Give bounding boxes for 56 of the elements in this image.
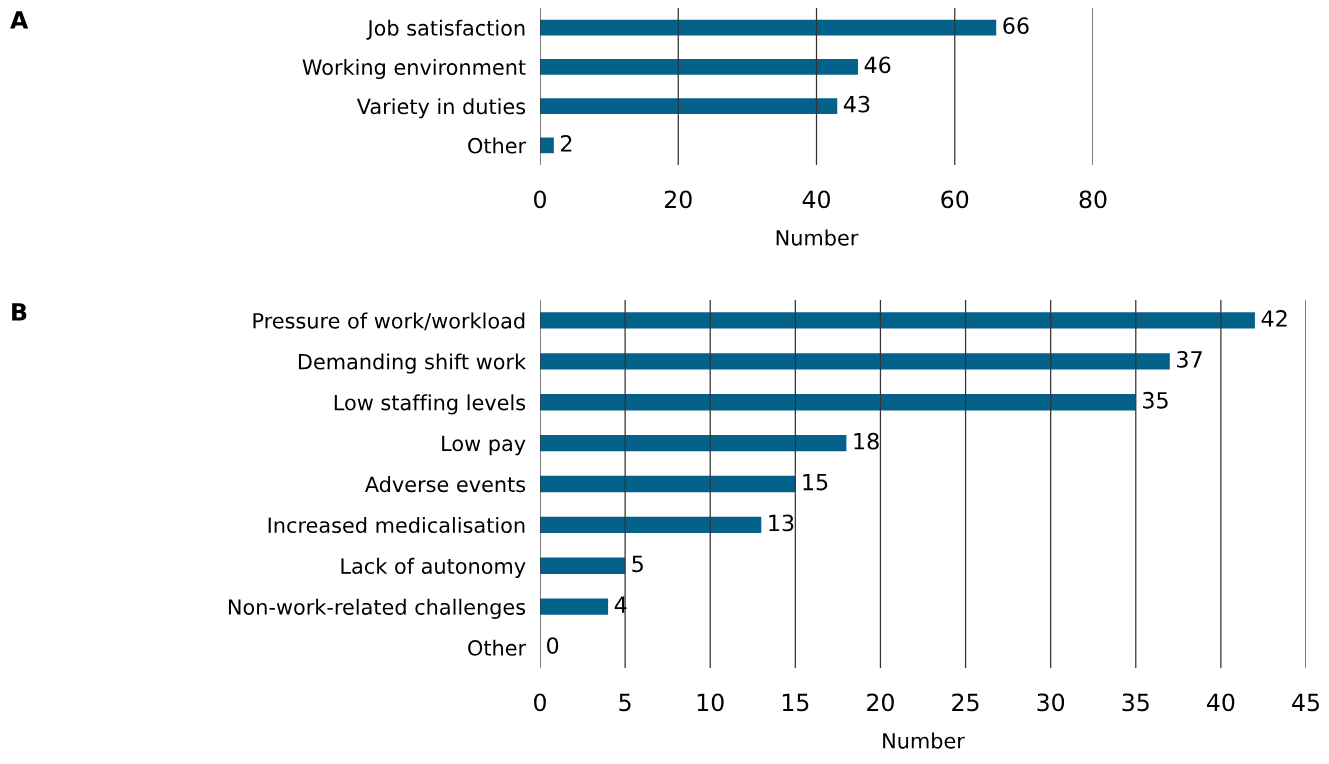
bar [540,137,554,154]
bar [540,557,626,574]
x-axis-title: Number [776,229,859,246]
bar [540,312,1255,329]
data-label: 2 [561,135,572,152]
x-tick-label: 10 [697,693,724,712]
x-axis-title: Number [883,732,965,749]
bar [540,434,847,452]
bar [540,394,1136,411]
text: B [12,303,27,321]
x-tick-label: 25 [952,693,979,712]
data-label: 5 [632,555,643,573]
x-tick-label: 45 [1292,693,1319,712]
y-tick-label: Lack of autonomy [341,557,526,579]
data-label: 13 [769,514,794,532]
data-label: 43 [843,95,870,113]
x-tick-label: 30 [1037,693,1065,712]
y-tick-label: Increased medicalisation [268,516,525,534]
y-tick-label: Working environment [302,58,526,80]
x-tick-label: 15 [782,693,809,712]
x-tick-label: 0 [534,190,546,209]
data-label: 35 [1143,391,1168,409]
x-tick-label: 0 [534,693,546,712]
x-tick-label: 80 [1079,190,1107,209]
bar [540,98,838,114]
x-tick-label: 20 [867,693,894,712]
y-tick-label: Pressure of work/workload [253,312,525,331]
bar [540,353,1170,370]
x-tick-label: 5 [619,693,631,712]
y-tick-label: Other [468,639,527,656]
bar [540,19,997,36]
data-label: 18 [854,432,879,450]
x-tick-label: 35 [1122,693,1149,712]
y-tick-label: Other [468,137,527,154]
bar [540,598,609,615]
y-tick-label: Demanding shift work [298,353,527,374]
x-tick-label: 40 [802,190,830,209]
data-label: 46 [864,56,891,74]
data-label: 15 [803,473,828,491]
text: A [10,11,29,29]
y-tick-label: Low staffing levels [334,394,526,415]
x-tick-label: 20 [664,190,692,209]
x-tick-label: 40 [1207,693,1235,712]
bar [540,59,858,75]
y-tick-label: Variety in duties [356,98,526,119]
y-tick-label: Adverse events [364,476,526,493]
data-label: 66 [1003,17,1029,35]
x-tick-label: 60 [941,190,969,209]
y-tick-label: Non-work-related challenges [228,598,526,619]
bar [540,475,796,493]
data-label: 42 [1261,310,1287,327]
data-label: 37 [1177,350,1202,368]
bar [540,516,762,534]
y-tick-label: Job satisfaction [366,19,525,40]
data-label: 0 [547,637,559,654]
y-tick-label: Low pay [442,435,526,456]
